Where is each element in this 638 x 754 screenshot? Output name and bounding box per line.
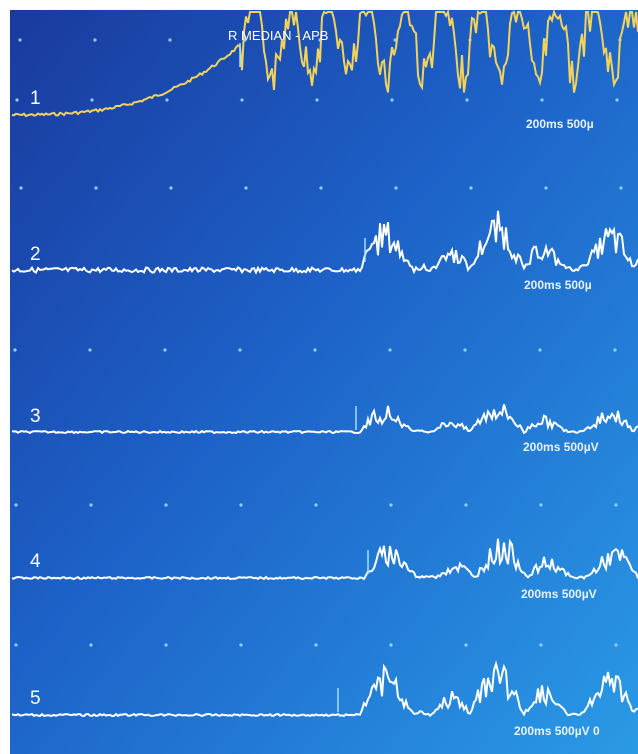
grid-dot <box>540 98 544 102</box>
grid-dot <box>464 643 468 647</box>
grid-dot <box>389 503 393 507</box>
grid-dot <box>89 643 93 647</box>
grid-dot <box>619 186 623 190</box>
waveform <box>12 538 638 581</box>
trace-scale: 200ms 500µV 0 <box>514 724 600 738</box>
grid-dot <box>239 643 243 647</box>
grid-dot <box>164 643 168 647</box>
grid-dot <box>544 186 548 190</box>
grid-dot <box>13 348 17 352</box>
grid-dot <box>314 643 318 647</box>
grid-dot <box>388 348 392 352</box>
grid-dot <box>538 348 542 352</box>
grid-dot <box>19 186 23 190</box>
grid-dot <box>168 38 172 42</box>
grid-dot <box>240 98 244 102</box>
trace-scale: 200ms 500µV <box>523 440 599 454</box>
grid-dot <box>394 186 398 190</box>
trace-scale: 200ms 500µ <box>526 117 594 131</box>
grid-dot <box>469 186 473 190</box>
grid-dot <box>238 348 242 352</box>
trace-number: 4 <box>30 551 41 572</box>
grid-dot <box>539 643 543 647</box>
trace-scale: 200ms 500µV <box>521 587 597 601</box>
waveform <box>11 660 638 718</box>
grid-dot <box>613 348 617 352</box>
grid-dot <box>94 186 98 190</box>
grid-dot <box>89 503 93 507</box>
waveform <box>11 210 638 275</box>
study-title: R MEDIAN - APB <box>228 28 328 43</box>
waveforms <box>11 8 638 718</box>
waveform <box>11 404 638 435</box>
grid-dot <box>389 643 393 647</box>
grid-dot <box>163 348 167 352</box>
grid-dot <box>169 186 173 190</box>
grid-dot <box>244 186 248 190</box>
trace-number: 2 <box>30 244 41 265</box>
grid-dot <box>390 98 394 102</box>
trace-number: 1 <box>30 88 41 109</box>
grid-dot <box>18 38 22 42</box>
grid-dots <box>13 38 623 647</box>
grid-dot <box>15 98 19 102</box>
grid-dot <box>614 503 618 507</box>
grid-dot <box>165 98 169 102</box>
grid-dot <box>539 503 543 507</box>
display <box>10 10 638 754</box>
grid-dot <box>14 503 18 507</box>
grid-dot <box>614 643 618 647</box>
grid-dot <box>164 503 168 507</box>
trace-number: 3 <box>30 406 41 427</box>
grid-dot <box>90 98 94 102</box>
trace-scale: 200ms 500µ <box>524 278 592 292</box>
grid-dot <box>463 348 467 352</box>
grid-dot <box>93 38 97 42</box>
trace-number: 5 <box>30 688 41 709</box>
grid-dot <box>393 38 397 42</box>
grid-dot <box>88 348 92 352</box>
grid-dot <box>14 643 18 647</box>
grid-dot <box>314 503 318 507</box>
grid-dot <box>465 98 469 102</box>
grid-dot <box>239 503 243 507</box>
grid-dot <box>313 348 317 352</box>
grid-dot <box>615 98 619 102</box>
grid-dot <box>315 98 319 102</box>
waveform <box>11 8 638 118</box>
grid-dot <box>319 186 323 190</box>
grid-dot <box>464 503 468 507</box>
